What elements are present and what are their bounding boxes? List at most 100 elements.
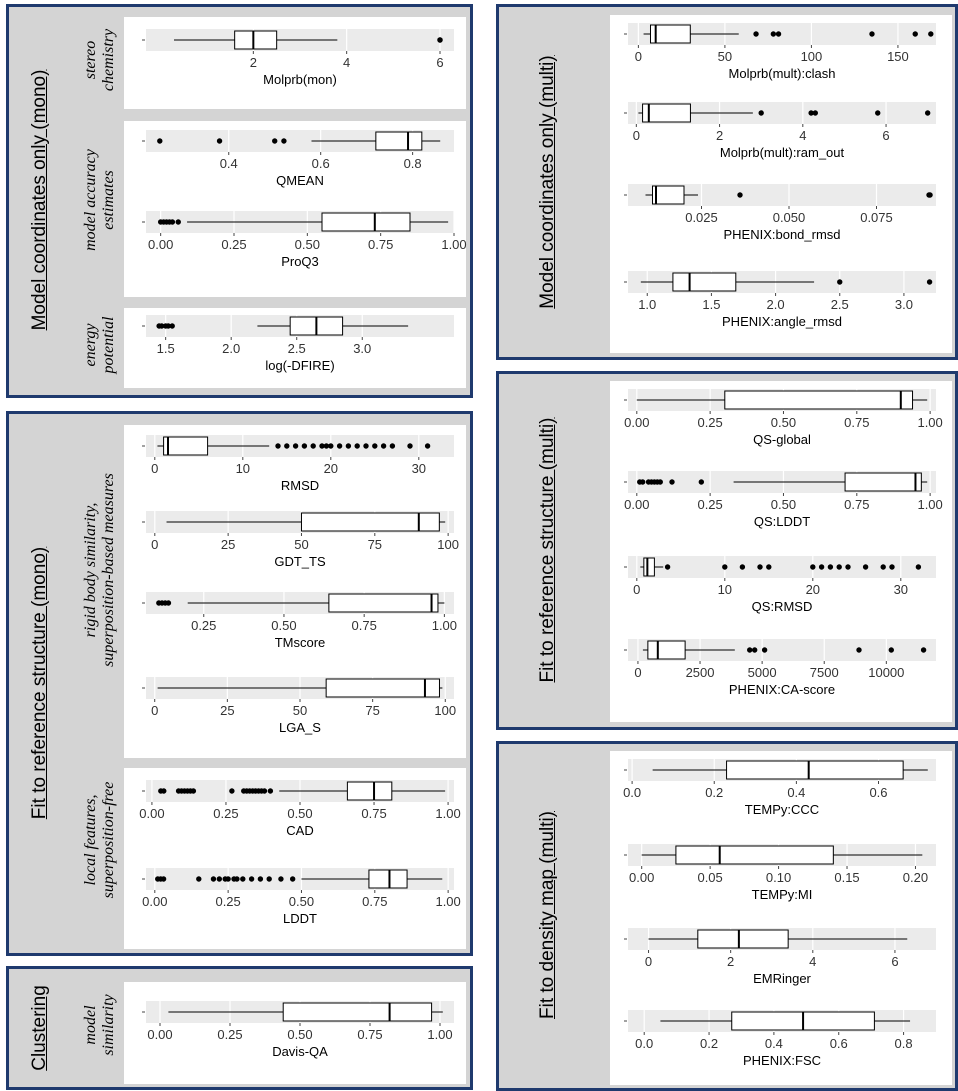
plot-background <box>628 102 936 124</box>
group-label-line: potential <box>100 316 117 374</box>
outlier-point <box>739 564 746 570</box>
panel-title: Fit to density map (multi) <box>537 811 558 1019</box>
x-tick-label: 2.5 <box>288 341 306 356</box>
boxplot-tmscore: 0.25 0.50 0.75 1.00 TMscore <box>142 592 457 650</box>
x-tick-label: 0.75 <box>844 497 869 512</box>
x-tick-label: 0.25 <box>697 415 722 430</box>
outlier-point <box>407 443 413 449</box>
x-tick-label: 3.0 <box>895 297 913 312</box>
x-tick-label: 150 <box>887 49 909 64</box>
box <box>649 24 691 44</box>
x-tick-label: 0.75 <box>361 806 386 821</box>
x-tick-label: 0.4 <box>787 785 805 800</box>
outlier-point <box>837 279 843 285</box>
outlier-point <box>289 876 296 882</box>
outlier-point <box>747 647 753 653</box>
x-tick-label: 2 <box>727 954 734 969</box>
box <box>675 845 834 865</box>
boxplot-tempy-ccc: 0.0 0.2 0.4 0.6 TEMPy:CCC <box>623 759 936 817</box>
outlier-point <box>880 564 886 570</box>
outlier-point <box>261 788 268 794</box>
outlier-point <box>869 31 875 37</box>
x-tick-label: 0.25 <box>697 497 722 512</box>
x-axis-title: ProQ3 <box>281 254 319 269</box>
x-tick-label: 4 <box>799 128 806 143</box>
x-tick-label: 0.0 <box>623 785 641 800</box>
x-tick-label: 0.10 <box>766 870 791 885</box>
x-axis-title: Davis-QA <box>272 1044 328 1059</box>
x-axis-title: LDDT <box>283 911 317 926</box>
x-tick-label: 6 <box>891 954 898 969</box>
outlier-point <box>424 443 431 449</box>
outlier-point <box>234 876 240 882</box>
x-axis-title: log(-DFIRE) <box>265 358 334 373</box>
x-tick-label: 30 <box>894 582 908 597</box>
outlier-point <box>240 876 246 882</box>
x-axis-title: PHENIX:bond_rmsd <box>723 227 840 242</box>
outlier-point <box>836 564 842 570</box>
x-axis-title: Molprb(mult):clash <box>729 66 836 81</box>
box <box>652 185 685 205</box>
boxplot-qs-global: 0.00 0.25 0.50 0.75 1.00 QS-global <box>624 389 943 447</box>
outlier-point <box>845 564 851 570</box>
x-tick-label: 0.6 <box>312 156 330 171</box>
x-tick-label: 0.00 <box>624 415 649 430</box>
x-tick-label: 0.20 <box>903 870 928 885</box>
boxplot-proq3: 0.00 0.25 0.50 0.75 1.00 ProQ3 <box>142 211 467 269</box>
x-tick-label: 0.00 <box>147 1027 172 1042</box>
x-tick-label: 50 <box>293 703 307 718</box>
x-tick-label: 0.75 <box>362 894 387 909</box>
x-tick-label: 10000 <box>868 665 904 680</box>
outlier-point <box>165 323 171 329</box>
x-tick-label: 0.05 <box>697 870 722 885</box>
x-tick-label: 3.0 <box>353 341 371 356</box>
x-tick-label: 25 <box>221 537 235 552</box>
group-label-model-similarity: model similarity <box>82 994 118 1055</box>
x-axis-title: PHENIX:angle_rmsd <box>722 314 842 329</box>
outlier-point <box>927 192 933 198</box>
x-tick-label: 0.50 <box>271 618 296 633</box>
outlier-point <box>190 788 197 794</box>
x-tick-label: 10 <box>236 461 250 476</box>
box <box>642 103 691 123</box>
group-label-energy-potential: energy potential <box>82 317 118 374</box>
x-tick-label: 25 <box>220 703 234 718</box>
outlier-point <box>698 479 705 485</box>
x-tick-label: 0 <box>633 582 640 597</box>
x-tick-label: 20 <box>324 461 338 476</box>
panel-title: Fit to reference structure (multi) <box>537 417 558 683</box>
group-label-line: superposition-based measures <box>100 473 117 667</box>
outlier-point <box>157 138 163 144</box>
box <box>643 557 655 577</box>
box <box>697 929 789 949</box>
outlier-point <box>278 876 284 882</box>
x-tick-label: 2 <box>250 55 257 70</box>
outlier-point <box>345 443 352 449</box>
x-tick-label: 2 <box>716 128 723 143</box>
x-tick-label: 0.50 <box>771 415 796 430</box>
group-label-line: chemistry <box>100 28 117 92</box>
x-tick-label: 50 <box>718 49 732 64</box>
x-axis-title: TEMPy:MI <box>752 887 813 902</box>
outlier-point <box>229 788 235 794</box>
boxplot-molprb-mon: 2 4 6 Molprb(mon) <box>142 29 454 87</box>
x-axis-title: EMRinger <box>753 971 811 986</box>
outlier-point <box>301 443 308 449</box>
outlier-point <box>920 647 927 653</box>
x-tick-label: 1.0 <box>638 297 656 312</box>
group-label-stereo-chemistry: stereo chemistry <box>82 29 118 91</box>
x-tick-label: 0.00 <box>142 894 167 909</box>
outlier-point <box>888 647 894 653</box>
x-tick-label: 5000 <box>748 665 777 680</box>
x-tick-label: 2500 <box>686 665 715 680</box>
outlier-point <box>761 647 768 653</box>
plot-background <box>146 435 454 457</box>
outlier-point <box>856 647 862 653</box>
outlier-point <box>310 443 316 449</box>
card-model-similarity <box>124 982 466 1084</box>
x-tick-label: 0.8 <box>895 1036 913 1051</box>
outlier-point <box>372 443 378 449</box>
x-axis-title: TMscore <box>275 635 326 650</box>
boxplot-dfire: 1.5 2.0 2.5 3.0 log(-DFIRE) <box>142 315 454 373</box>
outlier-point <box>323 443 330 449</box>
